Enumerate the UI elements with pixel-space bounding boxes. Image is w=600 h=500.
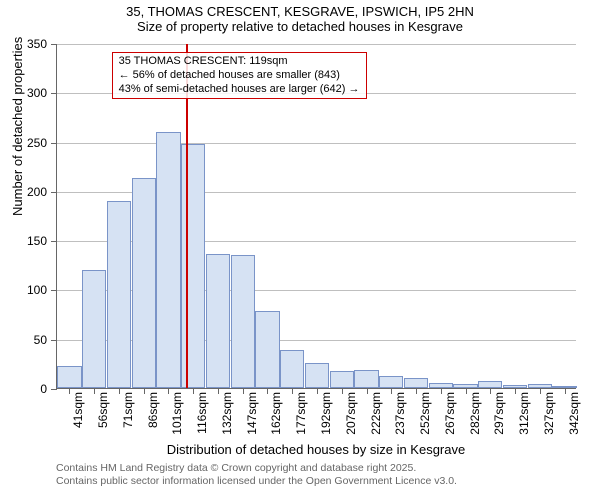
x-tick xyxy=(416,388,417,394)
x-tick-label: 147sqm xyxy=(245,388,259,435)
x-tick xyxy=(317,388,318,394)
plot-area: 05010015020025030035041sqm56sqm71sqm86sq… xyxy=(56,44,576,389)
x-tick xyxy=(144,388,145,394)
annotation-line: 35 THOMAS CRESCENT: 119sqm xyxy=(119,55,360,69)
x-tick xyxy=(466,388,467,394)
x-tick-label: 177sqm xyxy=(294,388,308,435)
x-tick-label: 342sqm xyxy=(567,388,581,435)
x-tick-label: 86sqm xyxy=(146,388,160,428)
histogram-bar xyxy=(280,350,304,388)
y-tick-label: 350 xyxy=(27,37,57,51)
x-tick xyxy=(540,388,541,394)
x-tick-label: 297sqm xyxy=(492,388,506,435)
x-tick xyxy=(515,388,516,394)
x-tick xyxy=(218,388,219,394)
histogram-bar xyxy=(354,370,378,388)
x-tick xyxy=(565,388,566,394)
histogram-bar xyxy=(132,178,156,388)
chart-container: 35, THOMAS CRESCENT, KESGRAVE, IPSWICH, … xyxy=(0,0,600,500)
histogram-bar xyxy=(57,366,81,388)
annotation-line: 43% of semi-detached houses are larger (… xyxy=(119,83,360,97)
histogram-bar xyxy=(379,376,403,388)
annotation-box: 35 THOMAS CRESCENT: 119sqm← 56% of detac… xyxy=(112,52,367,99)
y-tick-label: 250 xyxy=(27,136,57,150)
grid-line xyxy=(57,143,576,144)
x-tick-label: 132sqm xyxy=(220,388,234,435)
x-tick-label: 162sqm xyxy=(269,388,283,435)
histogram-bar xyxy=(231,255,255,388)
histogram-bar xyxy=(82,270,106,388)
x-tick-label: 327sqm xyxy=(542,388,556,435)
histogram-bar xyxy=(330,371,354,388)
y-tick-label: 50 xyxy=(34,333,57,347)
histogram-bar xyxy=(404,378,428,388)
x-tick-label: 192sqm xyxy=(319,388,333,435)
x-tick xyxy=(441,388,442,394)
histogram-bar xyxy=(478,381,502,388)
x-tick-label: 101sqm xyxy=(170,388,184,435)
y-tick-label: 150 xyxy=(27,234,57,248)
histogram-bar xyxy=(156,132,180,388)
footer: Contains HM Land Registry data © Crown c… xyxy=(56,462,457,488)
title-subtitle: Size of property relative to detached ho… xyxy=(0,19,600,34)
footer-line-2: Contains public sector information licen… xyxy=(56,475,457,488)
x-tick xyxy=(243,388,244,394)
x-tick-label: 237sqm xyxy=(393,388,407,435)
grid-line xyxy=(57,44,576,45)
x-axis-title: Distribution of detached houses by size … xyxy=(56,442,576,457)
y-axis-title: Number of detached properties xyxy=(10,37,25,216)
title-address: 35, THOMAS CRESCENT, KESGRAVE, IPSWICH, … xyxy=(0,4,600,19)
x-tick-label: 56sqm xyxy=(96,388,110,428)
x-tick-label: 207sqm xyxy=(344,388,358,435)
x-tick-label: 282sqm xyxy=(468,388,482,435)
x-tick xyxy=(367,388,368,394)
x-tick xyxy=(94,388,95,394)
x-tick-label: 116sqm xyxy=(195,388,209,434)
histogram-bar xyxy=(181,144,205,388)
histogram-bar xyxy=(107,201,131,388)
histogram-bar xyxy=(206,254,230,388)
histogram-bar xyxy=(305,363,329,388)
x-tick xyxy=(342,388,343,394)
x-tick-label: 312sqm xyxy=(517,388,531,435)
x-tick-label: 267sqm xyxy=(443,388,457,435)
x-tick xyxy=(119,388,120,394)
y-tick-label: 100 xyxy=(27,283,57,297)
y-tick-label: 0 xyxy=(40,382,57,396)
footer-line-1: Contains HM Land Registry data © Crown c… xyxy=(56,462,457,475)
title-block: 35, THOMAS CRESCENT, KESGRAVE, IPSWICH, … xyxy=(0,0,600,34)
y-tick-label: 300 xyxy=(27,86,57,100)
annotation-line: ← 56% of detached houses are smaller (84… xyxy=(119,69,360,83)
x-tick-label: 71sqm xyxy=(121,388,135,428)
x-tick-label: 222sqm xyxy=(369,388,383,435)
y-tick-label: 200 xyxy=(27,185,57,199)
x-tick-label: 41sqm xyxy=(71,388,85,428)
histogram-bar xyxy=(255,311,279,388)
chart-area: 05010015020025030035041sqm56sqm71sqm86sq… xyxy=(56,44,576,389)
x-tick-label: 252sqm xyxy=(418,388,432,435)
